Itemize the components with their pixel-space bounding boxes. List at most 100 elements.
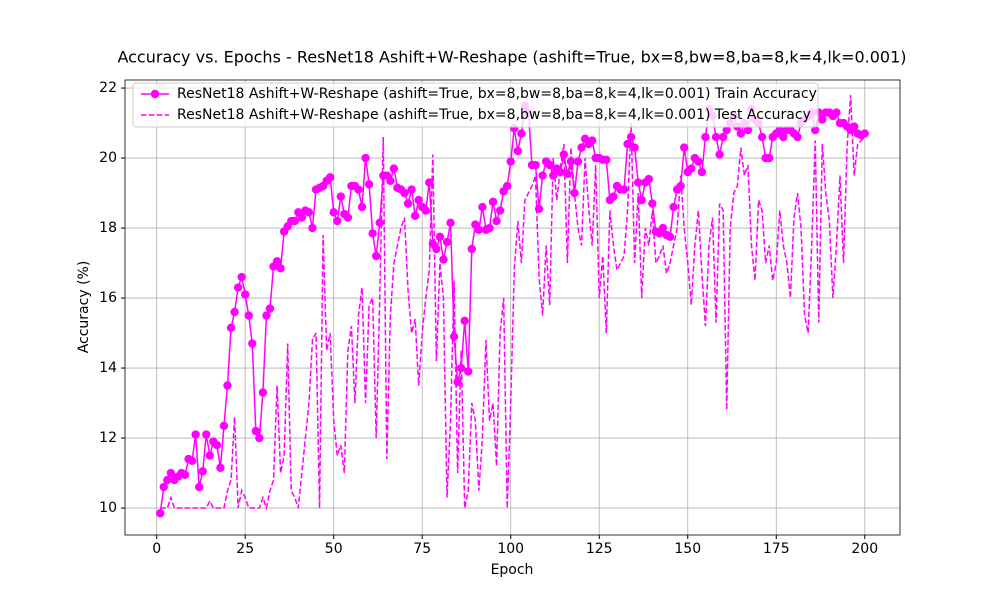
point	[212, 440, 222, 450]
point	[219, 421, 229, 430]
point	[609, 192, 618, 201]
series-line	[160, 94, 866, 511]
legend-label: ResNet18 Ashift+W-Reshape (ashift=True, …	[177, 86, 817, 102]
point	[187, 456, 197, 465]
point	[633, 178, 643, 187]
point	[226, 323, 236, 332]
point	[251, 426, 261, 436]
point	[474, 225, 484, 234]
point	[736, 129, 746, 138]
point	[233, 283, 243, 292]
point	[343, 213, 353, 222]
point	[272, 257, 282, 266]
point	[506, 157, 515, 166]
point	[630, 143, 639, 152]
point	[619, 185, 629, 194]
point	[329, 208, 338, 217]
point	[449, 332, 459, 341]
point	[198, 467, 207, 476]
point	[775, 125, 785, 135]
point	[333, 216, 342, 226]
x-tick-label: 50	[325, 541, 343, 557]
x-tick-label: 0	[152, 541, 161, 557]
point	[793, 132, 802, 142]
point	[262, 311, 271, 320]
point	[159, 482, 168, 492]
point	[467, 244, 476, 254]
point	[255, 433, 264, 443]
x-tick-label: 75	[413, 541, 431, 557]
point	[832, 108, 841, 117]
point	[513, 146, 523, 156]
point	[680, 143, 689, 152]
point	[644, 174, 654, 184]
point	[421, 206, 430, 215]
point	[743, 125, 753, 135]
point	[495, 206, 505, 215]
point	[368, 229, 377, 238]
point	[818, 115, 827, 124]
legend-box	[132, 82, 819, 128]
x-tick-label: 200	[851, 541, 878, 557]
point	[364, 180, 374, 189]
legend-label: ResNet18 Ashift+W-Reshape (ashift=True, …	[177, 107, 811, 123]
point	[223, 381, 232, 390]
point	[237, 272, 246, 282]
point	[248, 339, 257, 348]
point	[687, 164, 696, 173]
point	[811, 125, 820, 135]
plot-frame	[124, 79, 901, 536]
point	[545, 160, 554, 170]
y-tick-label: 14	[99, 360, 117, 376]
legend-marker	[150, 89, 160, 99]
point	[587, 136, 597, 145]
point	[517, 129, 526, 138]
x-tick-label: 100	[497, 541, 524, 557]
point	[297, 213, 307, 222]
point	[400, 188, 409, 198]
point	[156, 509, 165, 518]
point	[531, 160, 540, 170]
point	[230, 307, 239, 317]
point	[577, 143, 586, 152]
y-axis-label: Accuracy (%)	[76, 261, 92, 354]
point	[202, 430, 211, 439]
point	[194, 482, 204, 492]
point	[244, 311, 253, 320]
point	[166, 468, 176, 478]
point	[336, 192, 345, 201]
point	[432, 244, 441, 254]
point	[722, 125, 731, 135]
point	[435, 232, 445, 241]
x-tick-label: 125	[586, 541, 613, 557]
point	[375, 218, 384, 227]
point	[694, 157, 703, 166]
point	[573, 157, 583, 166]
point	[715, 150, 724, 159]
point	[163, 475, 172, 485]
point	[386, 176, 395, 185]
point	[180, 470, 190, 479]
point	[325, 173, 335, 182]
point	[205, 451, 214, 460]
x-tick-label: 150	[674, 541, 701, 557]
y-tick-label: 22	[99, 80, 117, 96]
point	[276, 264, 285, 273]
point	[414, 195, 423, 205]
y-tick-label: 12	[99, 430, 117, 446]
point	[442, 237, 452, 247]
x-tick-label: 25	[236, 541, 254, 557]
point	[258, 388, 268, 397]
x-axis-label: Epoch	[491, 562, 534, 578]
point	[860, 129, 869, 138]
point	[502, 181, 512, 191]
point	[240, 290, 250, 299]
point	[669, 202, 678, 212]
point	[488, 197, 498, 206]
point	[308, 223, 317, 233]
point	[665, 232, 675, 241]
point	[357, 202, 367, 212]
point	[439, 255, 448, 264]
point	[757, 132, 767, 142]
